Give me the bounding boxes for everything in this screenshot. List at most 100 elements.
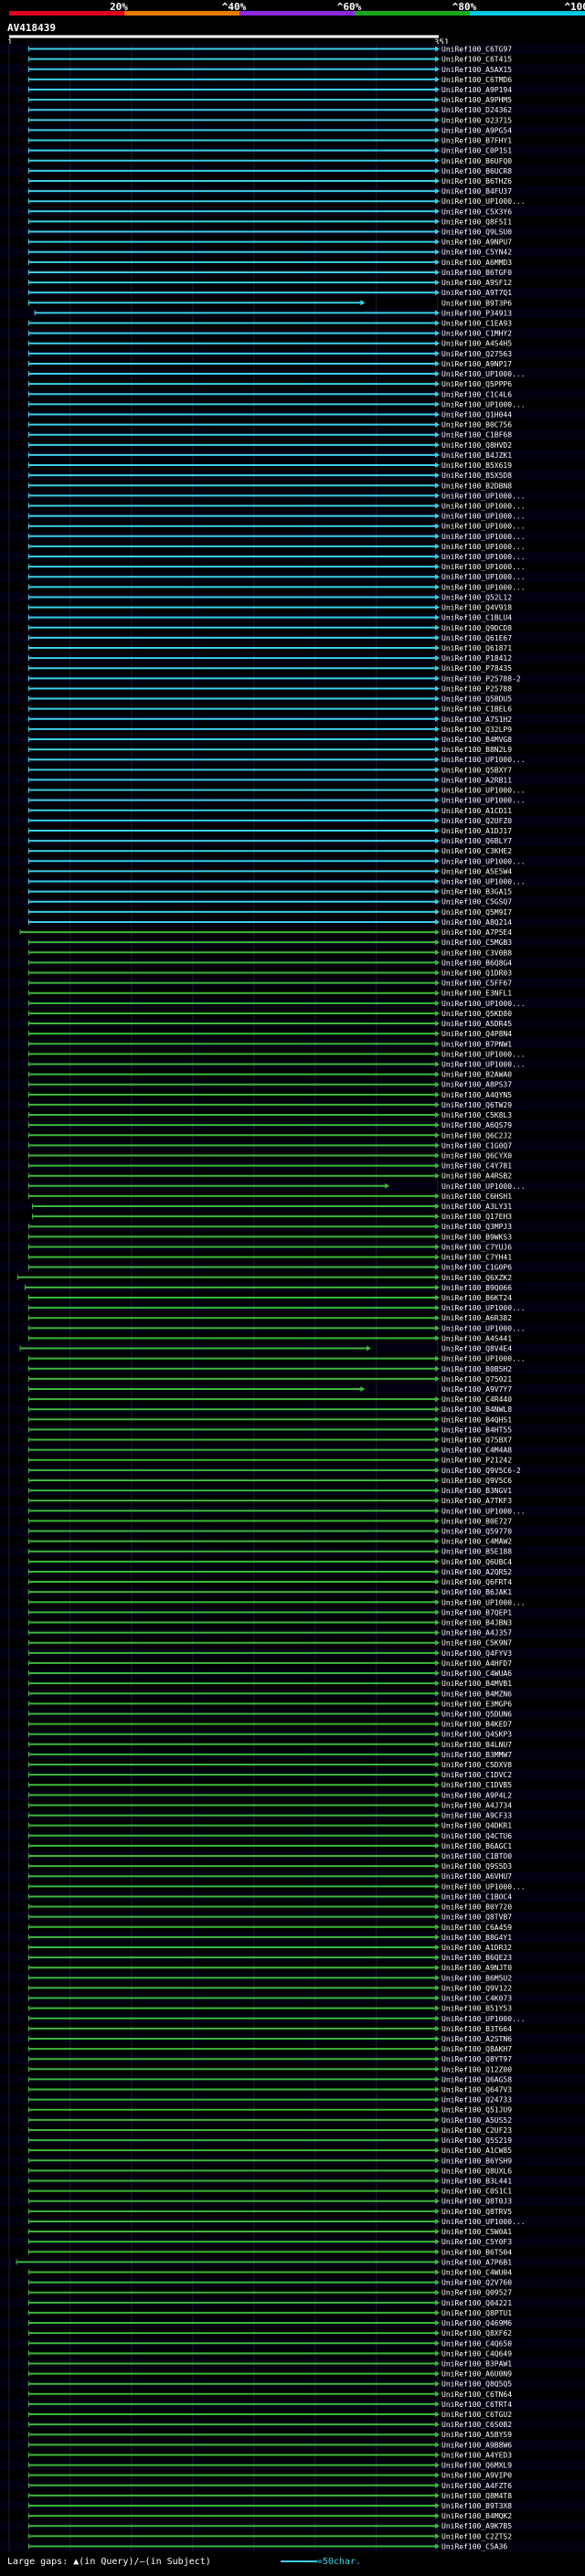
hit-label[interactable]: UniRef100_P25788 — [441, 684, 512, 693]
hit-label[interactable]: UniRef100_A9K7B5 — [441, 2522, 512, 2530]
hit-label[interactable]: UniRef100_B5X619 — [441, 461, 512, 470]
hit-label[interactable]: UniRef100_Q1H044 — [441, 410, 512, 419]
hit-label[interactable]: UniRef100_C5A36 — [441, 2542, 507, 2550]
hit-label[interactable]: UniRef100_Q6MXL9 — [441, 2462, 512, 2470]
hit-label[interactable]: UniRef100_C0S1C1 — [441, 2188, 512, 2196]
hit-label[interactable]: UniRef100_A8PS37 — [441, 1081, 512, 1089]
hit-label[interactable]: UniRef100_P21242 — [441, 1457, 512, 1465]
hit-label[interactable]: UniRef100_Q52L12 — [441, 593, 512, 601]
hit-label[interactable]: UniRef100_A1CW85 — [441, 2147, 512, 2155]
hit-label[interactable]: UniRef100_A7P5E4 — [441, 928, 512, 937]
hit-label[interactable]: UniRef100_Q51JU9 — [441, 2106, 512, 2115]
hit-label[interactable]: UniRef100_Q3MPJ3 — [441, 1223, 512, 1231]
hit-label[interactable]: UniRef100_A4S4H5 — [441, 340, 512, 348]
hit-label[interactable]: UniRef100_UP1000... — [441, 370, 526, 378]
hit-label[interactable]: UniRef100_Q4V918 — [441, 604, 512, 612]
hit-label[interactable]: UniRef100_Q9V5C6 — [441, 1477, 512, 1485]
hit-label[interactable]: UniRef100_Q6C2J2 — [441, 1131, 512, 1140]
hit-label[interactable]: UniRef100_C2UF23 — [441, 2126, 512, 2135]
hit-label[interactable]: UniRef100_C1G0Q7 — [441, 1141, 512, 1150]
hit-label[interactable]: UniRef100_E3NFL1 — [441, 990, 512, 998]
hit-label[interactable]: UniRef100_UP1000... — [441, 400, 526, 408]
hit-label[interactable]: UniRef100_Q59770 — [441, 1528, 512, 1536]
hit-label[interactable]: UniRef100_Q8M4T8 — [441, 2492, 512, 2500]
hit-label[interactable]: UniRef100_Q9DCD8 — [441, 624, 512, 632]
hit-label[interactable]: UniRef100_B3GA15 — [441, 888, 512, 896]
hit-label[interactable]: UniRef100_UP1000... — [441, 787, 526, 795]
hit-label[interactable]: UniRef100_B4LNU7 — [441, 1741, 512, 1749]
hit-label[interactable]: UniRef100_C4R440 — [441, 1395, 512, 1404]
hit-label[interactable]: UniRef100_A9P194 — [441, 86, 512, 94]
hit-label[interactable]: UniRef100_C1BOC4 — [441, 1892, 512, 1901]
hit-label[interactable]: UniRef100_B7PNW1 — [441, 1040, 512, 1048]
hit-label[interactable]: UniRef100_Q6TW29 — [441, 1101, 512, 1109]
hit-label[interactable]: UniRef100_A4YED3 — [441, 2451, 512, 2459]
hit-label[interactable]: UniRef100_B9Q066 — [441, 1284, 512, 1292]
hit-label[interactable]: UniRef100_P78435 — [441, 664, 512, 673]
hit-label[interactable]: UniRef100_C4MAW2 — [441, 1538, 512, 1546]
hit-label[interactable]: UniRef100_B3T664 — [441, 2025, 512, 2033]
hit-label[interactable]: UniRef100_A9V7Y7 — [441, 1385, 512, 1394]
hit-label[interactable]: UniRef100_Q61871 — [441, 644, 512, 652]
hit-label[interactable]: UniRef100_B4MQK2 — [441, 2512, 512, 2520]
hit-label[interactable]: UniRef100_B4JZK1 — [441, 451, 512, 460]
hit-label[interactable]: UniRef100_B4KED7 — [441, 1721, 512, 1729]
hit-label[interactable]: UniRef100_A9T7Q1 — [441, 289, 512, 297]
hit-label[interactable]: UniRef100_C5MGB3 — [441, 938, 512, 947]
hit-label[interactable]: UniRef100_C5YN42 — [441, 249, 512, 257]
hit-label[interactable]: UniRef100_C6TN64 — [441, 2390, 512, 2399]
hit-label[interactable]: UniRef100_B6UFQ0 — [441, 157, 512, 165]
hit-label[interactable]: UniRef100_UP1000... — [441, 1507, 526, 1515]
hit-label[interactable]: UniRef100_A5E5W4 — [441, 867, 512, 875]
hit-label[interactable]: UniRef100_Q24733 — [441, 2096, 512, 2104]
hit-label[interactable]: UniRef100_Q6BLY7 — [441, 837, 512, 845]
hit-label[interactable]: UniRef100_Q2UFZ0 — [441, 817, 512, 825]
hit-label[interactable]: UniRef100_B0C756 — [441, 421, 512, 429]
hit-label[interactable]: UniRef100_Q1DR03 — [441, 970, 512, 978]
hit-label[interactable]: UniRef100_E3MGP6 — [441, 1700, 512, 1708]
hit-label[interactable]: UniRef100_B4MZN6 — [441, 1690, 512, 1698]
hit-label[interactable]: UniRef100_A9P4L2 — [441, 1791, 512, 1799]
hit-label[interactable]: UniRef100_UP1000... — [441, 523, 526, 531]
hit-label[interactable]: UniRef100_Q2V760 — [441, 2279, 512, 2287]
hit-label[interactable]: UniRef100_UP1000... — [441, 797, 526, 805]
hit-label[interactable]: UniRef100_B2AWA0 — [441, 1071, 512, 1079]
hit-label[interactable]: UniRef100_B8G4Y1 — [441, 1934, 512, 1942]
hit-label[interactable]: UniRef100_C7YUJ6 — [441, 1243, 512, 1251]
hit-label[interactable]: UniRef100_C5W0A1 — [441, 2228, 512, 2236]
hit-label[interactable]: UniRef100_B3L441 — [441, 2178, 512, 2186]
hit-label[interactable]: UniRef100_A2RB11 — [441, 776, 512, 784]
hit-label[interactable]: UniRef100_Q8T0J3 — [441, 2198, 512, 2206]
hit-label[interactable]: UniRef100_A8Q214 — [441, 918, 512, 927]
hit-label[interactable]: UniRef100_Q6UBC4 — [441, 1558, 512, 1566]
hit-label[interactable]: UniRef100_B2DBN8 — [441, 482, 512, 490]
hit-label[interactable]: UniRef100_C0P1S1 — [441, 147, 512, 155]
hit-label[interactable]: UniRef100_A9PG54 — [441, 126, 512, 134]
hit-label[interactable]: UniRef100_B4HT55 — [441, 1426, 512, 1434]
hit-label[interactable]: UniRef100_C6TMD6 — [441, 76, 512, 84]
hit-label[interactable]: UniRef100_P25788-2 — [441, 674, 521, 683]
hit-label[interactable]: UniRef100_B6Q8G4 — [441, 959, 512, 967]
hit-label[interactable]: UniRef100_Q8TVB7 — [441, 1913, 512, 1922]
hit-label[interactable]: UniRef100_B4MVB1 — [441, 1680, 512, 1688]
hit-label[interactable]: UniRef100_C5K9N7 — [441, 1639, 512, 1648]
hit-label[interactable]: UniRef100_B51Y53 — [441, 2005, 512, 2013]
hit-label[interactable]: UniRef100_A4RSB2 — [441, 1172, 512, 1181]
hit-label[interactable]: UniRef100_C4WU04 — [441, 2268, 512, 2276]
hit-label[interactable]: UniRef100_A9NP17 — [441, 360, 512, 368]
hit-label[interactable]: UniRef100_A6MMD3 — [441, 259, 512, 267]
hit-label[interactable]: UniRef100_UP1000... — [441, 1598, 526, 1606]
hit-label[interactable]: UniRef100_C1BLU4 — [441, 614, 512, 622]
hit-label[interactable]: UniRef100_C4K073 — [441, 1995, 512, 2003]
hit-label[interactable]: UniRef100_Q5PPP6 — [441, 380, 512, 388]
hit-label[interactable]: UniRef100_B6AGC1 — [441, 1842, 512, 1850]
hit-label[interactable]: UniRef100_B6KT24 — [441, 1294, 512, 1302]
hit-label[interactable]: UniRef100_B9WKS3 — [441, 1233, 512, 1241]
hit-label[interactable]: UniRef100_Q4CTU6 — [441, 1832, 512, 1840]
hit-label[interactable]: UniRef100_UP1000... — [441, 502, 526, 510]
hit-label[interactable]: UniRef100_C6TG97 — [441, 46, 512, 54]
hit-label[interactable]: UniRef100_A9CF33 — [441, 1812, 512, 1820]
hit-label[interactable]: UniRef100_B3MMW7 — [441, 1751, 512, 1759]
hit-label[interactable]: UniRef100_A9VIP0 — [441, 2472, 512, 2480]
hit-label[interactable]: UniRef100_C1DVC2 — [441, 1771, 512, 1779]
